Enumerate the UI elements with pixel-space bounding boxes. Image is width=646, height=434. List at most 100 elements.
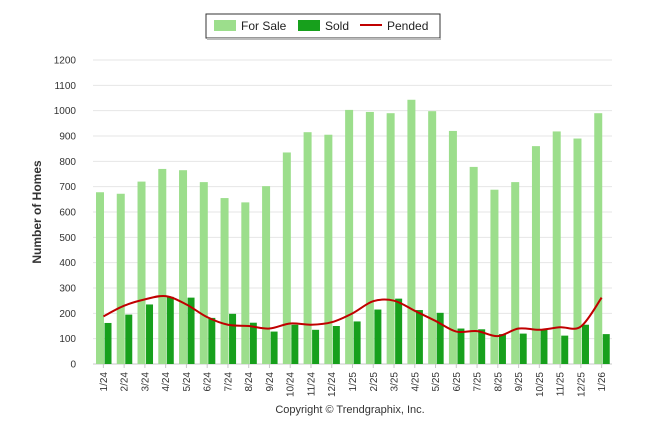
x-tick-label: 8/24 [244,372,255,392]
y-tick-label: 200 [59,309,76,320]
bar-sold [540,329,548,364]
x-tick-label: 5/24 [182,372,193,392]
y-tick-label: 600 [59,208,76,219]
bar-sold [312,329,320,364]
bar-sold [125,314,133,364]
bar-sold [104,322,112,364]
bar-for-sale [179,170,188,364]
bar-sold [436,312,444,364]
bar-sold [229,313,237,364]
x-tick-label: 11/24 [306,372,317,397]
bar-sold [395,298,403,364]
bar-sold [561,335,569,364]
legend-label-for-sale: For Sale [241,19,287,33]
x-tick-label: 6/25 [452,372,463,392]
bar-for-sale [324,134,333,364]
bars [96,99,610,365]
bar-for-sale [386,113,395,364]
bar-sold [498,334,506,364]
y-tick-label: 900 [59,132,76,143]
x-tick-label: 7/24 [223,372,234,392]
bar-sold [291,324,299,364]
bar-for-sale [345,109,354,364]
x-tick-label: 2/25 [369,372,380,392]
bar-for-sale [303,132,312,364]
x-tick-label: 10/24 [286,372,297,397]
y-tick-label: 300 [59,284,76,295]
x-tick-label: 1/24 [99,372,110,392]
pended-line [102,294,603,338]
bar-for-sale [199,182,208,364]
x-tick-label: 5/25 [431,372,442,392]
x-tick-label: 2/24 [120,372,131,392]
bar-for-sale [96,192,104,364]
bar-for-sale [282,152,291,364]
x-tick-label: 8/25 [493,372,504,392]
y-tick-label: 1100 [54,81,76,92]
y-tick-label: 500 [59,233,76,244]
bar-for-sale [531,146,540,364]
x-tick-label: 6/24 [203,372,214,392]
x-tick-label: 9/24 [265,372,276,392]
y-axis-ticks: 0 100 200 300 400 500 600 700 800 900 1000 1100 1200 [54,56,77,371]
x-tick-label: 9/25 [514,372,525,392]
x-tick-label: 1/26 [597,372,608,392]
legend-label-pended: Pended [387,19,428,33]
x-tick-label: 1/25 [348,372,359,392]
legend-box [205,13,441,39]
y-tick-label: 1200 [54,56,77,67]
bar-sold [187,297,195,364]
bar-for-sale [365,111,374,364]
bar-for-sale [552,131,561,364]
legend-shadow [207,38,441,40]
x-tick-label: 4/25 [410,372,421,392]
y-tick-label: 1000 [54,106,77,117]
bar-for-sale [594,113,603,364]
bar-for-sale [158,168,167,364]
bar-sold [208,317,216,364]
bar-sold [249,322,257,364]
x-tick-label: 7/25 [473,372,484,392]
bar-sold [478,329,486,364]
y-tick-label: 0 [70,360,76,371]
bar-sold [166,296,174,364]
x-tick-label: 11/25 [556,372,567,397]
bar-for-sale [428,111,437,364]
legend-swatch-sold [298,20,320,31]
bar-sold [602,334,610,364]
pended-line-layer [102,294,603,338]
bar-sold [581,324,589,364]
bar-sold [415,310,423,364]
bar-sold [457,328,465,364]
y-tick-label: 700 [59,182,76,193]
bar-for-sale [448,130,457,364]
bar-for-sale [511,182,520,364]
bar-for-sale [220,198,229,364]
bar-for-sale [262,186,271,364]
bar-sold [353,321,361,364]
y-tick-label: 800 [59,157,76,168]
bar-sold [146,304,154,364]
bar-for-sale [407,99,416,365]
y-tick-label: 100 [59,334,76,345]
legend-swatch-for-sale [214,20,236,31]
bar-sold [270,331,278,364]
copyright-footer: Copyright © Trendgraphix, Inc. [275,404,424,416]
bar-for-sale [116,193,125,364]
bar-for-sale [241,202,250,364]
bar-sold [519,333,527,364]
x-tick-label: 3/24 [140,372,151,392]
x-tick-label: 12/25 [576,372,587,397]
y-axis-title: Number of Homes [30,160,44,264]
bar-for-sale [573,138,582,364]
x-axis-ticks: 1/24 2/24 3/24 4/24 5/24 6/24 7/24 8/24 9/24 10/2… [99,364,608,397]
bar-for-sale [469,166,478,364]
bar-sold [332,326,340,364]
y-tick-label: 400 [59,258,76,269]
x-tick-label: 4/24 [161,372,172,392]
bar-for-sale [490,189,499,364]
x-tick-label: 10/25 [535,372,546,397]
bar-sold [374,309,382,364]
x-tick-label: 12/24 [327,372,338,397]
